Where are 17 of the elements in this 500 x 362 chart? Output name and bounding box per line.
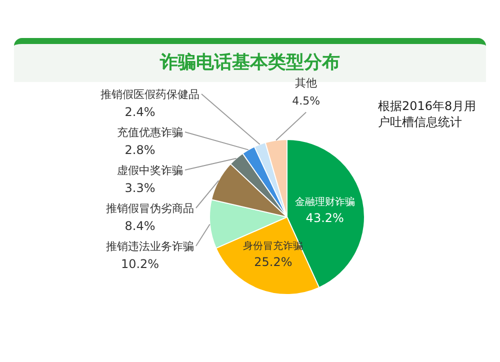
data-label: 10.2%	[120, 257, 160, 271]
data-label: 4.5%	[292, 94, 320, 108]
slice-label: 推销违法业务诈骗	[106, 240, 194, 253]
slice-label: 推销假冒伪劣商品	[106, 202, 194, 215]
slice-label: 其他	[295, 76, 318, 90]
data-label: 43.2%	[306, 210, 344, 225]
data-label: 2.4%	[124, 105, 156, 119]
data-label: 25.2%	[254, 255, 292, 270]
slice-label: 虚假中奖诈骗	[117, 164, 183, 177]
data-label: 3.3%	[124, 181, 156, 195]
text: 根据2016年8月用户吐槽信息统计	[378, 98, 478, 130]
data-label: 2.8%	[124, 143, 156, 157]
chart-title: 诈骗电话基本类型分布	[158, 51, 341, 74]
slice-label: 充值优惠诈骗	[117, 126, 183, 139]
slice-label: 推销假医假药保健品	[100, 88, 200, 101]
data-label: 8.4%	[124, 219, 156, 233]
slice-label: 金融理财诈骗	[294, 196, 355, 208]
